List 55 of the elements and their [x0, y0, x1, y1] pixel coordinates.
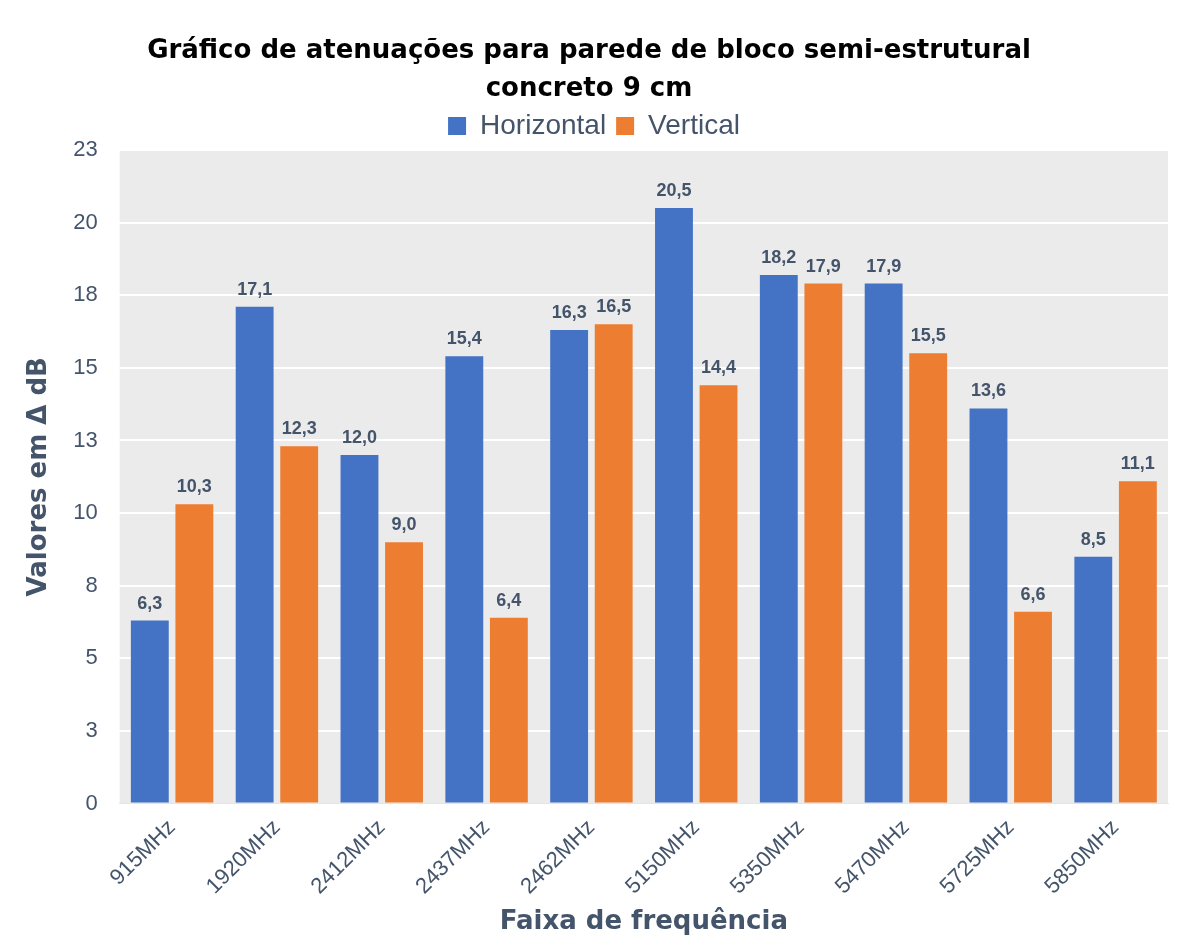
data-label: 12,0 — [341, 426, 377, 447]
data-label: 18,2 — [761, 246, 797, 267]
data-label: 17,1 — [237, 278, 273, 299]
y-tick-label: 15 — [73, 353, 98, 379]
bar — [1074, 556, 1113, 803]
bar — [909, 353, 948, 803]
data-label: 12,3 — [281, 418, 317, 439]
y-tick-label: 20 — [73, 208, 98, 234]
bar — [489, 617, 528, 803]
x-axis-title: Faixa de frequência — [499, 905, 788, 936]
bar — [759, 274, 798, 803]
bar — [864, 283, 903, 803]
data-label: 6,6 — [1020, 583, 1046, 604]
y-tick-label: 0 — [85, 789, 98, 815]
chart-title: Gráfico de atenuações para parede de bloco semi-estrutural concreto 9 cm — [146, 33, 1032, 102]
data-label: 10,3 — [176, 476, 212, 497]
bar — [699, 385, 738, 803]
bar — [175, 504, 214, 803]
bar — [130, 620, 169, 803]
bar — [385, 542, 423, 803]
y-axis-title: Valores em Δ dB — [22, 357, 53, 597]
bar — [655, 208, 693, 803]
y-tick-label: 5 — [85, 644, 98, 670]
data-label: 6,4 — [496, 589, 522, 610]
y-tick-label: 10 — [73, 499, 98, 525]
bar — [594, 324, 633, 803]
bar — [550, 330, 589, 803]
bar — [804, 283, 843, 803]
data-label: 13,6 — [970, 380, 1006, 401]
y-tick-label: 13 — [73, 426, 98, 452]
bar — [1118, 481, 1157, 803]
bar — [445, 356, 484, 803]
data-label: 15,5 — [910, 325, 946, 346]
data-label: 6,3 — [137, 592, 163, 613]
data-label: 20,5 — [656, 180, 692, 201]
y-tick-label: 18 — [73, 281, 98, 307]
data-label: 15,4 — [446, 328, 482, 349]
data-label: 14,4 — [701, 357, 737, 378]
data-label: 17,9 — [805, 255, 841, 276]
data-label: 17,9 — [866, 255, 902, 276]
data-label: 16,5 — [596, 296, 632, 317]
legend-label: Vertical — [648, 108, 740, 140]
y-tick-label: 8 — [85, 571, 98, 597]
legend-label: Horizontal — [480, 108, 607, 140]
bar — [1014, 611, 1052, 803]
data-label: 8,5 — [1080, 528, 1106, 549]
y-tick-label: 23 — [73, 136, 98, 162]
bar — [969, 408, 1008, 803]
data-label: 16,3 — [551, 302, 587, 323]
bar — [280, 446, 319, 803]
y-tick-label: 3 — [85, 717, 98, 742]
data-label: 9,0 — [391, 514, 417, 535]
data-label: 11,1 — [1120, 453, 1155, 474]
bar — [235, 306, 274, 803]
bar — [340, 454, 379, 803]
